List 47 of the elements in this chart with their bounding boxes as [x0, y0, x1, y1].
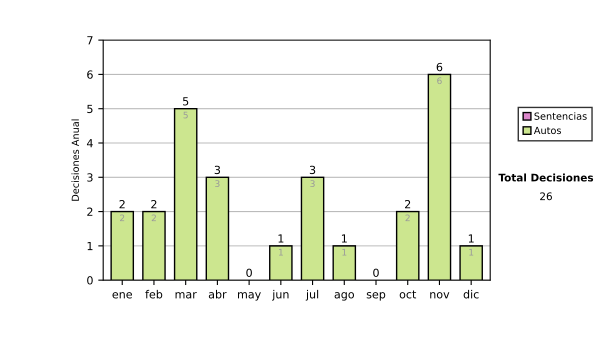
- total-label: 1: [278, 234, 284, 243]
- total-label: 2: [151, 200, 156, 208]
- y-axis-title: Decisiones Anual: [71, 119, 79, 201]
- total-label: 3: [310, 166, 316, 174]
- data-label: 1: [278, 248, 283, 256]
- x-tick-label: ene: [112, 292, 132, 298]
- text: 26: [540, 192, 552, 200]
- total-label: 2: [120, 200, 125, 208]
- x-tick-label: nov: [430, 292, 450, 298]
- data-label: 2: [152, 214, 156, 222]
- total-label: 5: [183, 97, 188, 106]
- total-label: 3: [214, 166, 220, 174]
- x-tick-label: sep: [366, 292, 386, 301]
- data-label: 2: [120, 214, 124, 222]
- x-tick-label: jul: [306, 290, 318, 301]
- text: Total Decisiones: [498, 173, 594, 182]
- data-label: 1: [342, 248, 346, 256]
- data-label: 1: [469, 248, 474, 256]
- total-label: 1: [468, 234, 474, 243]
- total-label: 0: [373, 268, 379, 277]
- x-tick-label: feb: [145, 290, 162, 298]
- y-tick-label: 6: [87, 70, 93, 79]
- x-tick-label: may: [238, 292, 261, 301]
- total-label: 0: [246, 268, 252, 277]
- y-tick-label: 5: [87, 104, 93, 114]
- total-label: 6: [436, 62, 442, 72]
- y-tick-label: 4: [86, 139, 93, 148]
- total-label: 1: [342, 234, 347, 243]
- y-tick-label: 0: [87, 276, 93, 285]
- y-tick-label: 3: [87, 173, 93, 182]
- y-tick-label: 7: [87, 36, 93, 44]
- data-label: 2: [406, 214, 410, 222]
- data-label: 3: [215, 180, 220, 188]
- y-tick-label: 1: [88, 242, 92, 250]
- data-label: 6: [437, 77, 442, 84]
- x-tick-label: oct: [400, 290, 416, 298]
- x-tick-label: jun: [272, 290, 288, 301]
- x-tick-label: ago: [334, 292, 354, 301]
- data-label: 5: [184, 112, 188, 118]
- x-tick-label: mar: [176, 292, 197, 298]
- x-tick-label: abr: [208, 290, 227, 298]
- y-tick-label: 2: [87, 208, 92, 216]
- legend-label: Sentencias: [534, 112, 587, 120]
- data-label: 3: [310, 180, 315, 188]
- legend-label: Autos: [534, 126, 561, 134]
- x-tick-label: dic: [464, 290, 479, 298]
- total-label: 2: [405, 200, 410, 208]
